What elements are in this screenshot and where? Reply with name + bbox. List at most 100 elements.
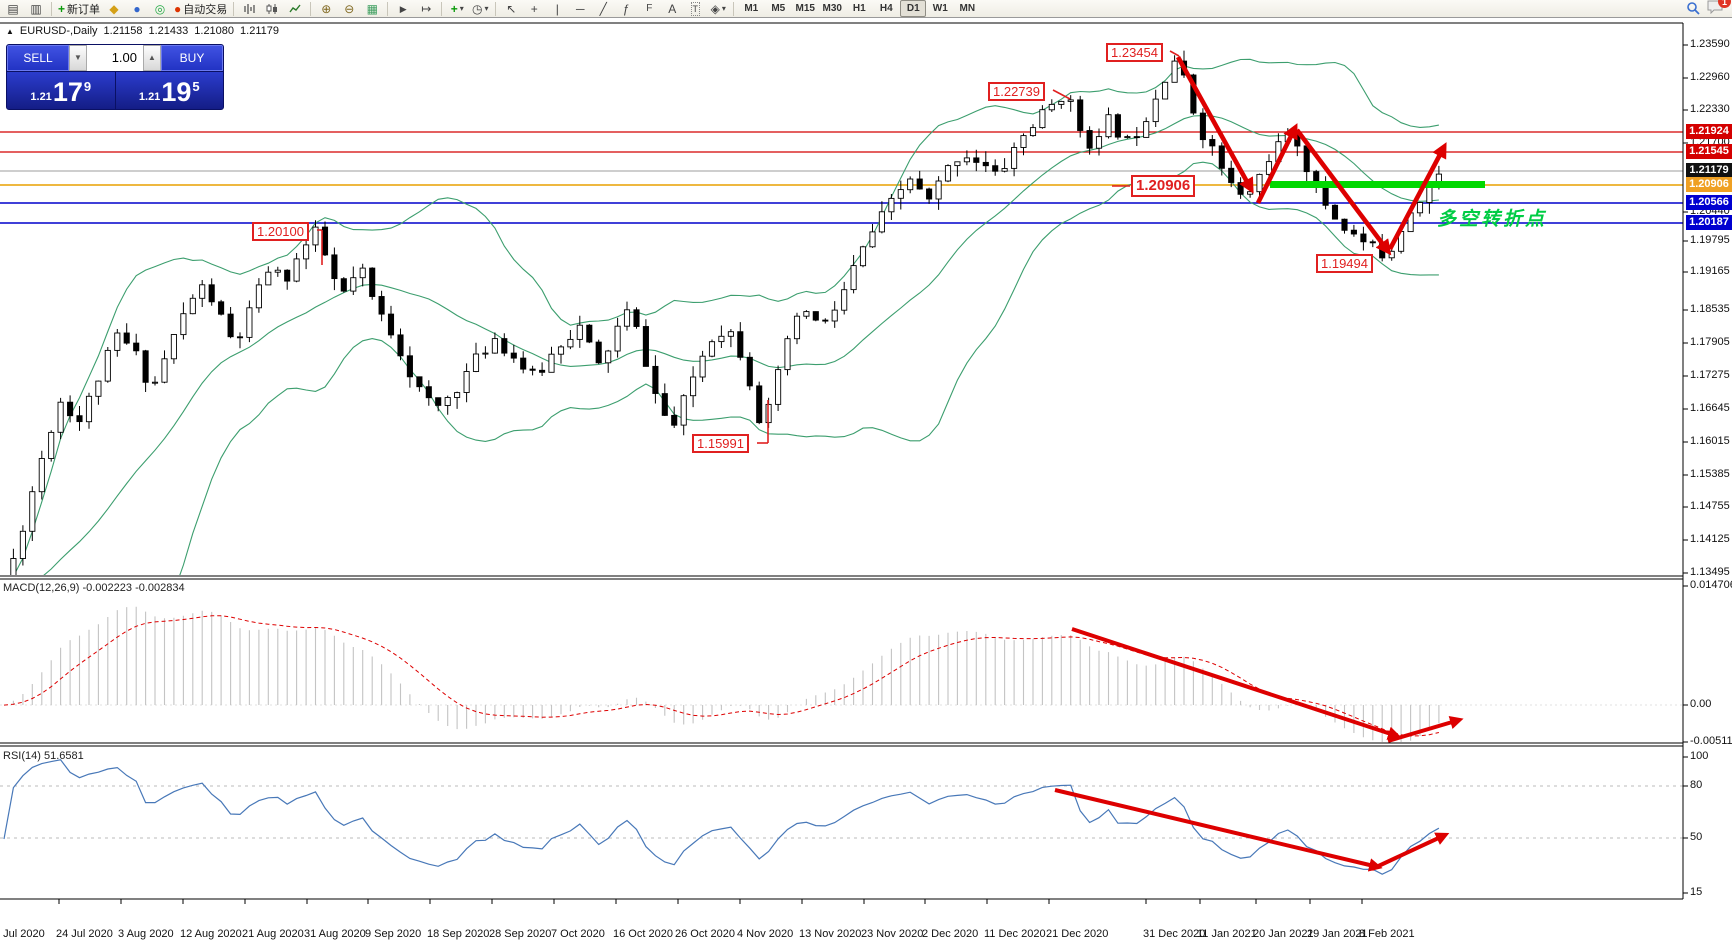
chat-badge: 1 (1718, 0, 1731, 8)
support-level-bar (1270, 181, 1485, 188)
macd-indicator-label: MACD(12,26,9) -0.002223 -0.002834 (3, 582, 185, 594)
buy-price-small: 1.21 (138, 91, 161, 103)
auto-trading-icon: ● (174, 1, 182, 16)
navigator-button[interactable]: ◎ (149, 1, 171, 17)
horizontal-line-tool-button[interactable]: ─ (569, 1, 591, 17)
bar-chart-icon (244, 3, 255, 14)
tile-windows-icon: ▦ (366, 1, 378, 16)
timeframe-mn[interactable]: MN (959, 3, 976, 14)
main-toolbar: ▤ ▥ + 新订单 ◆ ● ◎ ● 自动交易 ⊕ ⊖ ▦ ▶ ↦ + ▾ (0, 0, 1732, 18)
timeframe-m1[interactable]: M1 (744, 3, 759, 14)
new-order-icon: + (58, 1, 66, 16)
macd-arrow (1071, 627, 1402, 740)
chevron-down-icon: ▾ (721, 3, 726, 13)
sell-price-sup: 9 (83, 79, 92, 94)
toolbar-separator (310, 1, 312, 16)
lot-decrease-button[interactable]: ▼ (69, 45, 87, 71)
chart-shift-button[interactable]: ↦ (415, 1, 437, 17)
ohlc-low: 1.21080 (194, 25, 235, 37)
line-chart-button[interactable] (284, 1, 306, 17)
vertical-line-tool-button[interactable]: | (546, 1, 568, 17)
chat-button[interactable]: 1 (1707, 0, 1731, 17)
chevron-down-icon: ▾ (484, 3, 489, 13)
indicators-button[interactable]: + ▾ (446, 1, 468, 17)
trendline-tool-button[interactable]: ╱ (592, 1, 614, 17)
toolbar-right: 1 (1686, 0, 1732, 17)
trend-arrow (1175, 55, 1254, 194)
fibonacci-tool-button[interactable]: ƒ (615, 1, 637, 17)
candlestick-icon (266, 3, 278, 14)
crosshair-icon: + (530, 1, 538, 16)
lot-size-input[interactable] (87, 45, 143, 71)
periods-button[interactable]: ◷ ▾ (469, 1, 491, 17)
timeframe-h4[interactable]: H4 (879, 3, 893, 14)
zoom-out-button[interactable]: ⊖ (338, 1, 360, 17)
market-watch-button[interactable]: ◆ (103, 1, 125, 17)
buy-price-sup: 5 (192, 79, 200, 94)
one-click-trade-panel: SELL ▼ ▲ BUY 1.21 17 9 1.21 19 5 (6, 44, 224, 110)
timeframe-w1[interactable]: W1 (932, 3, 948, 14)
sell-button[interactable]: SELL (7, 45, 69, 71)
timeframe-m15[interactable]: M15 (795, 3, 815, 14)
zoom-in-icon: ⊕ (321, 1, 332, 16)
macd-arrow (1387, 715, 1464, 743)
auto-trading-label: 自动交易 (183, 3, 228, 16)
text-tool-button[interactable]: A (661, 1, 683, 17)
auto-trading-button[interactable]: ● 自动交易 (172, 1, 229, 17)
timeframe-d1[interactable]: D1 (900, 0, 927, 17)
shapes-tool-button[interactable]: ◈ ▾ (707, 1, 729, 17)
indicators-icon: + (450, 1, 458, 16)
timeframe-h1[interactable]: H1 (852, 3, 866, 14)
timeframe-bar: M1 M5 M15 M30 H1 H4 D1 W1 MN (738, 0, 980, 17)
search-icon[interactable] (1686, 1, 1701, 16)
crosshair-tool-button[interactable]: + (523, 1, 545, 17)
clock-icon: ◷ (472, 1, 483, 16)
bar-chart-button[interactable] (238, 1, 260, 17)
toolbar-separator (51, 1, 52, 16)
text-label-tool-button[interactable]: T (684, 1, 706, 17)
cursor-tool-button[interactable]: ↖ (500, 1, 522, 17)
candlestick-chart-button[interactable] (261, 1, 283, 17)
chart-header: ▲ EURUSD-,Daily 1.21158 1.21433 1.21080 … (6, 25, 279, 37)
ohlc-high: 1.21433 (148, 25, 189, 37)
trend-arrow (1387, 142, 1447, 251)
rsi-plot (3, 759, 1440, 875)
sell-price-big: 17 (52, 77, 83, 107)
buy-button[interactable]: BUY (161, 45, 223, 71)
sell-price-button[interactable]: 1.21 17 9 (7, 71, 115, 109)
turning-point-note: 多空转折点 (1437, 209, 1548, 230)
buy-price-button[interactable]: 1.21 19 5 (114, 71, 223, 109)
new-chart-button[interactable]: ▤ (2, 1, 24, 17)
timeframe-m30[interactable]: M30 (822, 3, 842, 14)
ohlc-close: 1.21179 (240, 25, 279, 37)
auto-scroll-button[interactable]: ▶ (392, 1, 414, 17)
fibonacci-fan-icon: F (646, 2, 653, 14)
chart-shift-icon: ↦ (421, 1, 432, 16)
trend-arrow (1295, 128, 1392, 256)
trader-icon: ● (133, 1, 141, 16)
text-icon: A (668, 1, 677, 16)
symbol-arrow-icon: ▲ (6, 27, 14, 36)
fibonacci-fan-tool-button[interactable]: F (638, 1, 660, 17)
toolbar-separator (387, 1, 389, 16)
trader-button[interactable]: ● (126, 1, 148, 17)
vertical-line-icon: | (555, 1, 559, 16)
zoom-in-button[interactable]: ⊕ (315, 1, 337, 17)
new-order-label: 新订单 (67, 3, 101, 16)
chart-doc-icon: ▤ (7, 1, 19, 16)
cursor-icon: ↖ (506, 1, 517, 16)
sell-price-small: 1.21 (30, 91, 52, 103)
trend-arrow (1255, 123, 1298, 205)
lot-increase-button[interactable]: ▲ (143, 45, 161, 71)
buy-price-big: 19 (161, 77, 192, 107)
timeframe-m5[interactable]: M5 (771, 3, 786, 14)
tile-windows-button[interactable]: ▦ (361, 1, 383, 17)
trendline-icon: ╱ (599, 1, 607, 16)
new-order-button[interactable]: + 新订单 (56, 1, 102, 17)
rsi-indicator-label: RSI(14) 51.6581 (3, 750, 84, 762)
toolbar-separator (233, 1, 235, 16)
chart-preview-button[interactable]: ▥ (25, 1, 47, 17)
toolbar-separator (733, 1, 735, 16)
